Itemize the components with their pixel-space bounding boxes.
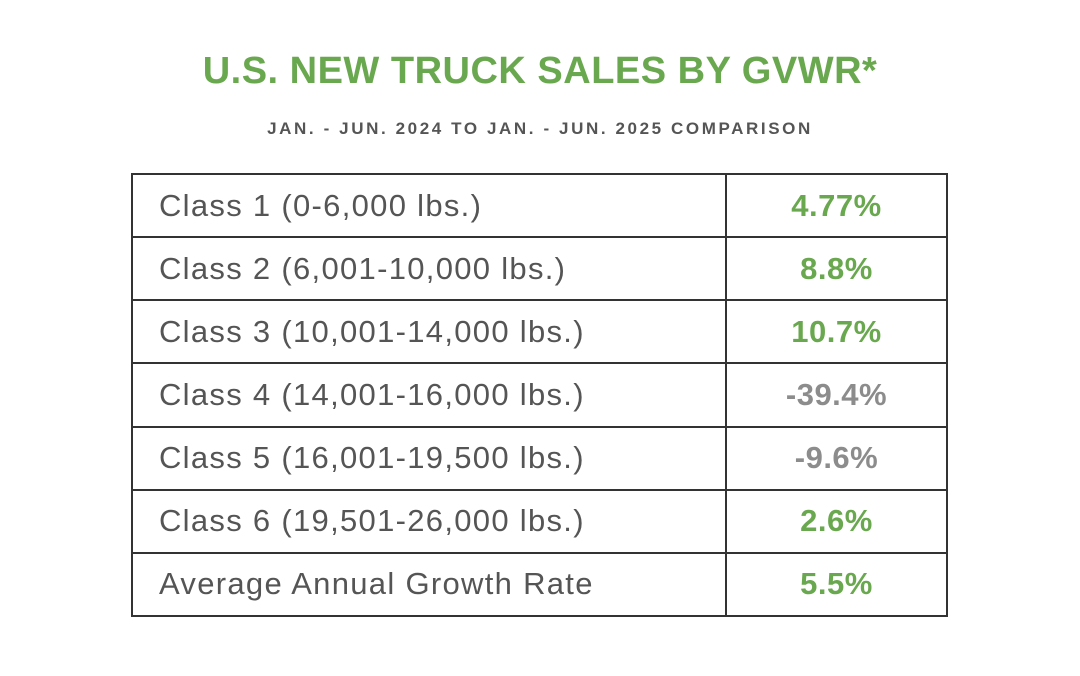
row-value: 8.8% xyxy=(725,236,948,302)
chart-subtitle: JAN. - JUN. 2024 TO JAN. - JUN. 2025 COM… xyxy=(267,119,813,138)
row-label: Average Annual Growth Rate xyxy=(131,551,727,618)
row-value: 4.77% xyxy=(725,172,948,239)
chart-title: U.S. NEW TRUCK SALES BY GVWR* xyxy=(202,50,878,92)
table-row: Average Annual Growth Rate 5.5% xyxy=(131,551,948,618)
row-label: Class 1 (0-6,000 lbs.) xyxy=(131,172,727,239)
row-value: 2.6% xyxy=(725,488,948,554)
row-label: Class 4 (14,001-16,000 lbs.) xyxy=(131,362,727,428)
table-row: Class 2 (6,001-10,000 lbs.) 8.8% xyxy=(131,236,948,302)
row-value: -9.6% xyxy=(725,425,948,491)
table-row: Class 3 (10,001-14,000 lbs.) 10.7% xyxy=(131,299,948,365)
table-row: Class 1 (0-6,000 lbs.) 4.77% xyxy=(131,172,948,239)
table-row: Class 4 (14,001-16,000 lbs.) -39.4% xyxy=(131,362,948,428)
row-label: Class 3 (10,001-14,000 lbs.) xyxy=(131,299,727,365)
row-label: Class 6 (19,501-26,000 lbs.) xyxy=(131,488,727,554)
sales-table: Class 1 (0-6,000 lbs.) 4.77% Class 2 (6,… xyxy=(131,172,948,618)
row-label: Class 5 (16,001-19,500 lbs.) xyxy=(131,425,727,491)
row-value: -39.4% xyxy=(725,362,948,428)
row-value: 10.7% xyxy=(725,299,948,365)
table-row: Class 5 (16,001-19,500 lbs.) -9.6% xyxy=(131,425,948,491)
row-label: Class 2 (6,001-10,000 lbs.) xyxy=(131,236,727,302)
table-row: Class 6 (19,501-26,000 lbs.) 2.6% xyxy=(131,488,948,554)
row-value: 5.5% xyxy=(725,551,948,618)
